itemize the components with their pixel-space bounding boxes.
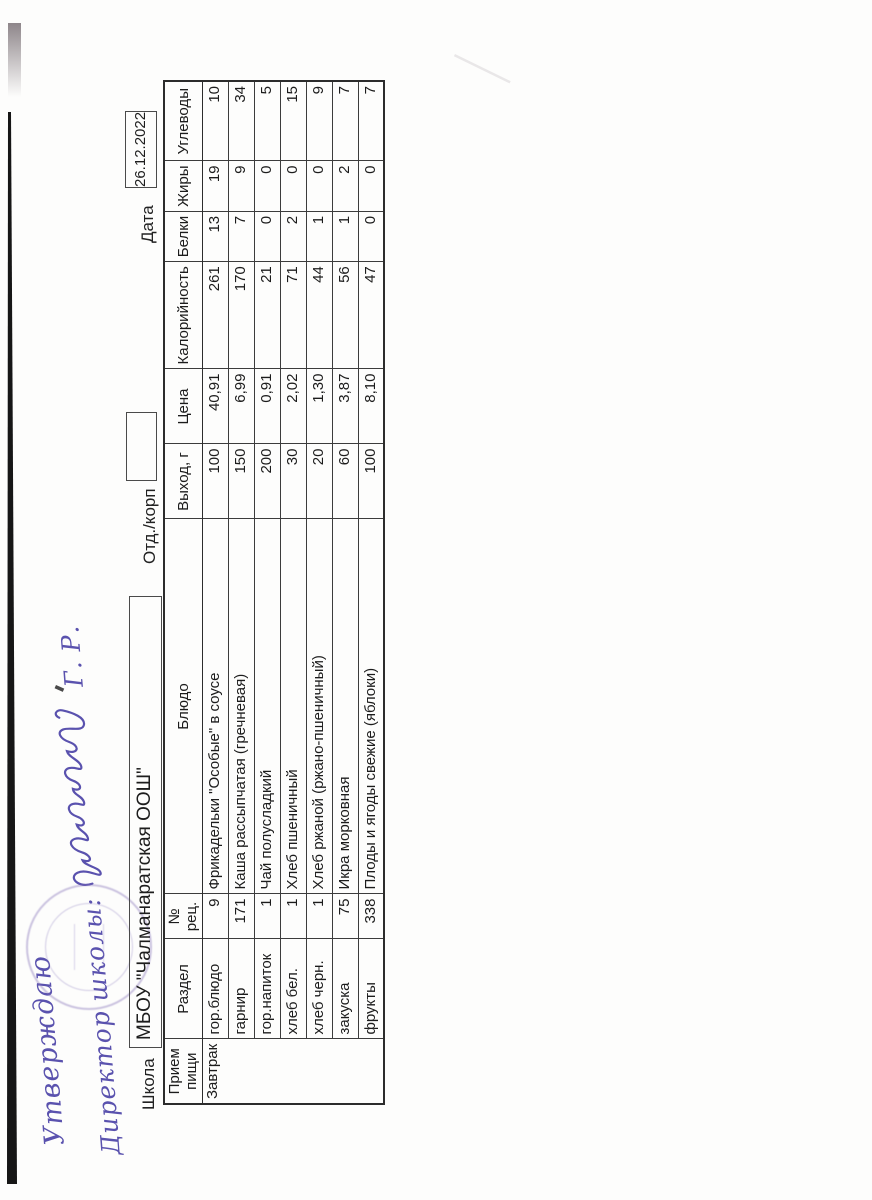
scan-streak	[453, 53, 511, 84]
signature	[54, 708, 102, 886]
scan-smudge-top-left	[8, 23, 21, 97]
scan-speck	[54, 685, 65, 692]
approval-block: Утверждаю Директор школы: Г. Р.	[0, 624, 126, 1160]
approval-line-director: Директор школы: Г. Р.	[38, 624, 126, 1157]
scan-black-line	[7, 112, 17, 1184]
